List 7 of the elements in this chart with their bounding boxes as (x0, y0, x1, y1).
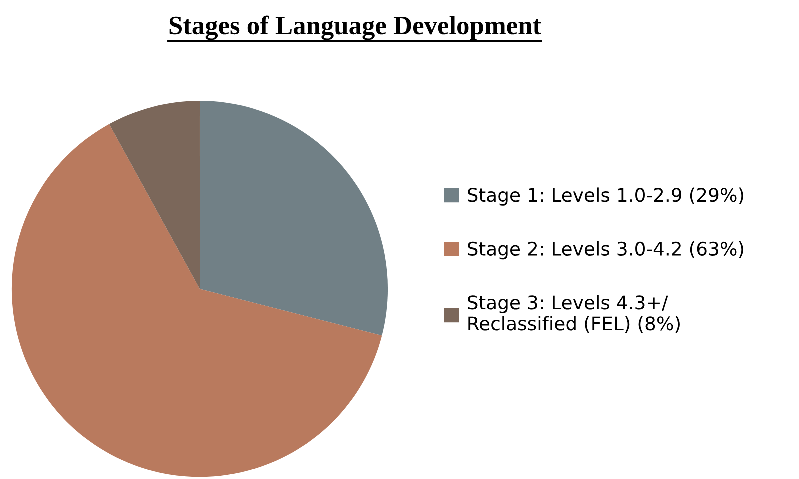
pie-slice (200, 101, 388, 336)
legend-label: Stage 2: Levels 3.0-4.2 (63%) (468, 241, 744, 260)
legend-label: Stage 1: Levels 1.0-2.9 (29%) (468, 188, 744, 206)
pie-slice (12, 124, 382, 478)
legend-label: Stage 3: Levels 4.3+/ Reclassified (FEL) (8%) (468, 295, 680, 333)
chart-title: Stages of Language Development (170, 16, 542, 40)
pie-slice (109, 101, 200, 290)
